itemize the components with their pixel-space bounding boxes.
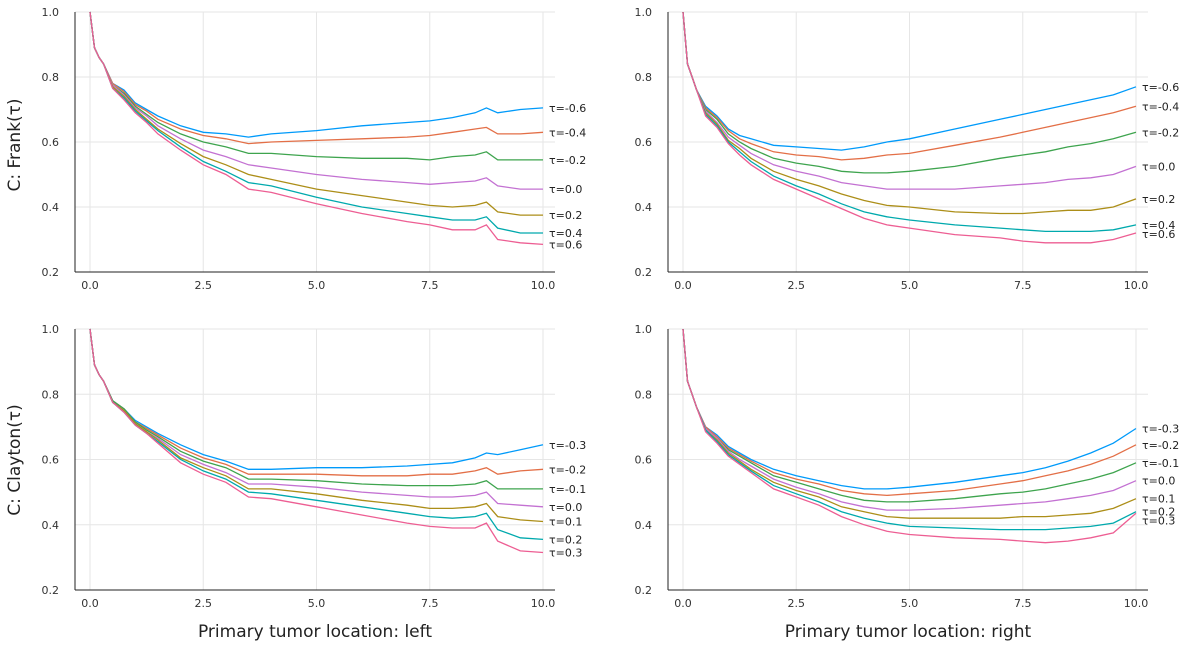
- x-tick-label: 5.0: [901, 597, 919, 610]
- series-end-label: τ=-0.2: [1142, 126, 1179, 139]
- y-tick-label: 0.8: [42, 71, 60, 84]
- series-end-label: τ=0.3: [1142, 515, 1175, 528]
- x-tick-label: 5.0: [901, 279, 919, 292]
- y-tick-label: 0.4: [42, 201, 60, 214]
- x-tick-label: 10.0: [1124, 597, 1149, 610]
- y-tick-label: 0.8: [635, 388, 653, 401]
- series-end-label: τ=-0.6: [1142, 81, 1179, 94]
- series-end-label: τ=0.6: [1142, 228, 1175, 241]
- series-end-label: τ=-0.3: [549, 439, 586, 452]
- x-tick-label: 2.5: [788, 597, 806, 610]
- series-end-label: τ=0.2: [549, 533, 582, 546]
- x-tick-label: 7.5: [421, 597, 439, 610]
- col-title-right: Primary tumor location: right: [785, 622, 1032, 642]
- y-tick-label: 0.6: [635, 454, 653, 467]
- series-end-label: τ=0.4: [549, 227, 582, 240]
- series-end-label: τ=-0.1: [1142, 457, 1179, 470]
- series-end-label: τ=0.0: [1142, 475, 1175, 488]
- series-end-label: τ=-0.6: [549, 102, 586, 115]
- x-tick-label: 0.0: [674, 279, 692, 292]
- panel-clayton-left: 0.0 2.5 5.0 7.5 10.0 0.2 0.4 0.6 0.8 1.0 τ=-0.3 τ=-…: [42, 323, 587, 610]
- series-end-label: τ=0.3: [549, 546, 582, 559]
- row-title-clayton: C: Clayton(τ): [5, 404, 25, 515]
- y-tick-label: 0.6: [635, 136, 653, 149]
- y-tick-label: 1.0: [42, 323, 60, 336]
- x-tick-label: 10.0: [531, 279, 556, 292]
- x-tick-label: 7.5: [1014, 597, 1032, 610]
- series-end-label: τ=0.0: [549, 501, 582, 514]
- x-tick-label: 2.5: [195, 597, 213, 610]
- x-tick-label: 10.0: [1124, 279, 1149, 292]
- x-tick-label: 7.5: [1014, 279, 1032, 292]
- panel-frank-left: 0.0 2.5 5.0 7.5 10.0 0.2 0.4 0.6 0.8 1.0 τ=-0.6 τ=-…: [42, 6, 587, 292]
- y-tick-label: 1.0: [635, 6, 653, 19]
- series-end-label: τ=0.2: [1142, 506, 1175, 519]
- y-tick-label: 1.0: [42, 6, 60, 19]
- series-end-label: τ=0.4: [1142, 219, 1175, 232]
- y-tick-label: 0.4: [635, 519, 653, 532]
- panel-clayton-right: 0.0 2.5 5.0 7.5 10.0 0.2 0.4 0.6 0.8 1.0 τ=-0.3 τ=-…: [635, 323, 1180, 610]
- y-tick-label: 1.0: [635, 323, 653, 336]
- series-end-label: τ=0.2: [549, 209, 582, 222]
- series-end-label: τ=-0.2: [549, 154, 586, 167]
- series-end-label: τ=0.2: [1142, 193, 1175, 206]
- x-tick-label: 5.0: [308, 597, 326, 610]
- y-tick-label: 0.2: [635, 266, 653, 279]
- series-end-label: τ=0.1: [1142, 493, 1175, 506]
- y-tick-label: 0.6: [42, 454, 60, 467]
- series-end-label: τ=-0.2: [549, 463, 586, 476]
- series-line: [89, 11, 544, 246]
- panel-frank-right: 0.0 2.5 5.0 7.5 10.0 0.2 0.4 0.6 0.8 1.0 τ=-0.6 τ=-…: [635, 6, 1180, 292]
- series-end-label: τ=-0.4: [1142, 100, 1179, 113]
- x-tick-label: 0.0: [674, 597, 692, 610]
- x-tick-label: 10.0: [531, 597, 556, 610]
- series-end-label: τ=0.6: [549, 238, 582, 251]
- series-end-label: τ=-0.3: [1142, 423, 1179, 436]
- row-title-frank: C: Frank(τ): [5, 98, 25, 191]
- y-tick-label: 0.8: [42, 388, 60, 401]
- y-tick-label: 0.2: [42, 266, 60, 279]
- series-end-label: τ=0.0: [549, 183, 582, 196]
- x-tick-label: 0.0: [81, 597, 99, 610]
- series-end-label: τ=-0.2: [1142, 439, 1179, 452]
- y-tick-label: 0.8: [635, 71, 653, 84]
- x-tick-label: 2.5: [788, 279, 806, 292]
- series-line: [89, 328, 544, 554]
- y-tick-label: 0.6: [42, 136, 60, 149]
- y-tick-label: 0.4: [635, 201, 653, 214]
- series-end-label: τ=-0.4: [549, 126, 586, 139]
- x-tick-label: 5.0: [308, 279, 326, 292]
- x-tick-label: 7.5: [421, 279, 439, 292]
- y-tick-label: 0.2: [42, 584, 60, 597]
- x-tick-label: 2.5: [195, 279, 213, 292]
- series-end-label: τ=-0.1: [549, 483, 586, 496]
- series-line: [682, 11, 1137, 244]
- x-tick-label: 0.0: [81, 279, 99, 292]
- series-line: [682, 328, 1137, 544]
- series-end-label: τ=0.0: [1142, 160, 1175, 173]
- y-tick-label: 0.4: [42, 519, 60, 532]
- col-title-left: Primary tumor location: left: [198, 622, 432, 642]
- y-tick-label: 0.2: [635, 584, 653, 597]
- series-end-label: τ=0.1: [549, 515, 582, 528]
